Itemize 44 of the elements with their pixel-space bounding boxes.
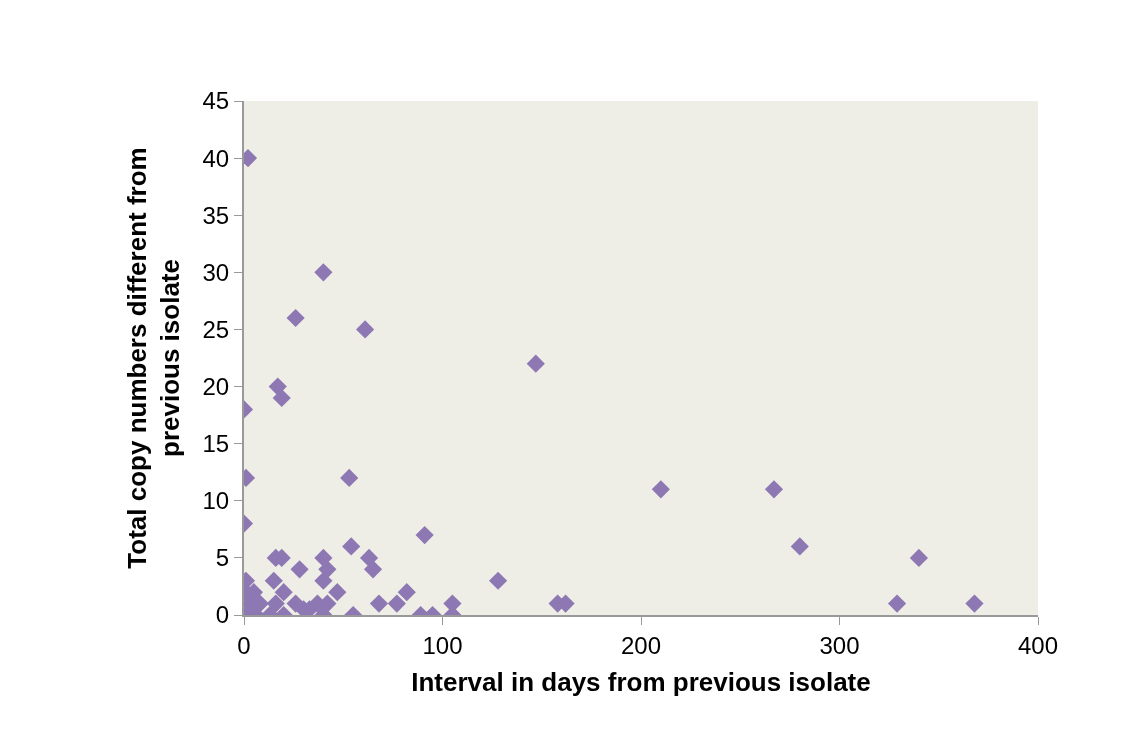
point xyxy=(965,594,984,613)
point xyxy=(369,594,389,613)
point xyxy=(415,525,434,545)
point xyxy=(363,560,383,579)
x-tick-label: 100 xyxy=(422,631,463,659)
y-tick-label: 35 xyxy=(202,201,230,229)
x-tick-label: 400 xyxy=(1017,631,1059,659)
point xyxy=(488,571,508,590)
y-tick-label: 5 xyxy=(215,544,230,572)
point xyxy=(272,388,291,408)
x-axis-title: Interval in days from previous isolate xyxy=(411,667,871,697)
point xyxy=(314,263,333,282)
point xyxy=(274,583,293,602)
point xyxy=(909,548,928,567)
point xyxy=(342,537,361,556)
y-tick-label: 30 xyxy=(202,258,230,286)
point xyxy=(359,548,379,567)
point xyxy=(290,560,309,579)
x-tick-label: 200 xyxy=(620,631,662,659)
point xyxy=(266,594,285,613)
point xyxy=(318,560,337,579)
x-tick-label: 0 xyxy=(237,631,251,659)
point xyxy=(286,308,305,328)
y-axis-title: Total copy numbers different from previous isolate xyxy=(121,147,186,569)
y-tick-label: 25 xyxy=(202,315,230,343)
y-tick-label: 45 xyxy=(202,87,230,115)
y-tick-label: 20 xyxy=(202,372,230,400)
point xyxy=(397,583,416,602)
y-tick-label: 10 xyxy=(202,487,230,515)
point xyxy=(526,354,545,373)
point xyxy=(340,468,359,488)
point xyxy=(314,571,333,590)
point xyxy=(764,480,784,499)
y-tick-label: 0 xyxy=(215,601,230,629)
y-tick-label: 15 xyxy=(202,430,230,458)
point xyxy=(264,571,283,590)
point xyxy=(790,537,809,556)
point xyxy=(387,594,406,613)
point xyxy=(328,583,347,602)
point xyxy=(651,480,670,499)
point xyxy=(355,320,375,339)
point xyxy=(887,594,907,613)
x-tick-label: 300 xyxy=(819,631,860,659)
y-tick-label: 40 xyxy=(202,144,230,172)
